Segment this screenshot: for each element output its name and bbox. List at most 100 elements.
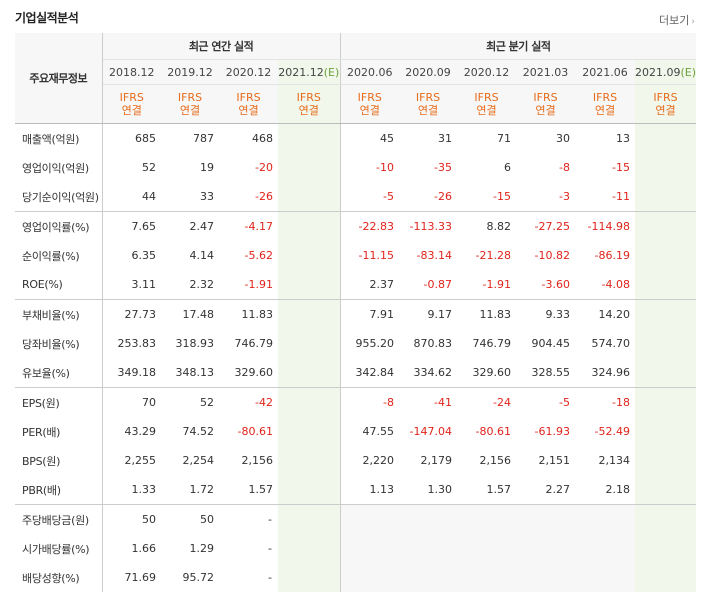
value-cell: -3 <box>516 182 576 212</box>
value-cell: -4.08 <box>575 270 636 300</box>
value-cell <box>278 358 341 388</box>
value-cell: 30 <box>556 132 571 145</box>
value-cell <box>278 563 341 592</box>
value-cell: 2.32 <box>161 270 219 300</box>
value-cell <box>278 299 341 329</box>
value-cell: 7.65 <box>131 220 157 233</box>
value-cell <box>278 211 341 241</box>
value-cell <box>635 123 697 153</box>
value-cell: 95.72 <box>182 571 215 584</box>
accounting-label: IFRS 연결 <box>415 91 441 117</box>
accounting-label: IFRS 연결 <box>296 91 321 117</box>
table-row: EPS(원) 70 52 -42 -8 -41 -24 -5 -18 <box>15 387 697 417</box>
row-label: 영업이익(억원) <box>15 153 103 182</box>
period-label: 2019.12 <box>167 65 213 79</box>
more-link[interactable]: 더보기 › <box>659 12 695 28</box>
quarter-group-header: 최근 분기 실적 <box>340 33 697 60</box>
accounting-label: IFRS 연결 <box>533 91 558 117</box>
accounting-label: IFRS 연결 <box>357 91 382 117</box>
value-cell <box>457 534 517 563</box>
accounting-label: IFRS 연결 <box>653 91 678 117</box>
value-cell: 44 <box>102 182 161 212</box>
value-cell: 4.14 <box>189 249 215 262</box>
value-cell <box>278 123 341 153</box>
value-cell <box>399 534 458 563</box>
period-header: 2019.12 <box>161 59 219 85</box>
value-cell: 45 <box>380 132 395 145</box>
table-row: 주당배당금(원) 50 50 - <box>15 504 697 534</box>
value-cell: 685 <box>135 132 156 145</box>
accounting-standard: IFRS 연결 <box>457 84 517 124</box>
value-cell: 1.29 <box>189 542 215 555</box>
value-cell: 2.18 <box>575 475 636 505</box>
value-cell <box>457 504 517 534</box>
value-cell: 50 <box>200 513 214 526</box>
value-cell: -4.17 <box>244 220 273 233</box>
value-cell <box>278 241 341 270</box>
period-header: 2021.06 <box>575 59 636 85</box>
period-label: 2021.09 <box>635 65 681 79</box>
value-cell: 1.33 <box>102 475 161 505</box>
value-cell: 329.60 <box>457 358 517 388</box>
row-header-label: 주요재무정보 <box>15 33 103 124</box>
value-cell <box>635 299 697 329</box>
value-cell: 2.37 <box>340 270 400 300</box>
value-cell: -114.98 <box>587 220 631 233</box>
value-cell: -0.87 <box>399 270 458 300</box>
value-cell <box>635 504 697 534</box>
value-cell: 11.83 <box>479 308 512 321</box>
value-cell: 52 <box>200 396 214 409</box>
value-cell: 746.79 <box>234 337 274 350</box>
row-label: 순이익률(%) <box>15 241 103 270</box>
value-cell <box>635 417 697 446</box>
value-cell: -8 <box>383 396 395 409</box>
value-cell <box>457 563 517 592</box>
value-cell: 6.35 <box>131 249 157 262</box>
value-cell: -24 <box>493 396 512 409</box>
value-cell: 3.11 <box>102 270 161 300</box>
value-cell: -1.91 <box>457 270 517 300</box>
value-cell <box>575 534 636 563</box>
value-cell <box>635 329 697 358</box>
value-cell: 342.84 <box>340 358 400 388</box>
row-label: BPS(원) <box>15 446 103 475</box>
value-cell: 328.55 <box>516 358 576 388</box>
value-cell: 2,220 <box>362 454 395 467</box>
accounting-label: IFRS 연결 <box>474 91 499 117</box>
period-label: 2020.06 <box>347 65 393 79</box>
value-cell <box>278 475 341 505</box>
period-label: 2021.03 <box>522 65 569 79</box>
accounting-label: IFRS 연결 <box>177 91 203 117</box>
value-cell: 253.83 <box>117 337 157 350</box>
value-cell: 2.27 <box>516 475 576 505</box>
value-cell: -42 <box>255 396 273 409</box>
value-cell <box>278 446 341 475</box>
table-row: 부채비율(%) 27.73 17.48 11.83 7.91 9.17 11.83 9.33 1… <box>15 299 697 329</box>
table-row: 순이익률(%) 6.35 4.14 -5.62 -11.15 -83.14 -21.28 -1… <box>15 241 697 270</box>
table-row: 당기순이익(억원) 44 33 -26 -5 -26 -15 -3 -11 <box>15 182 697 212</box>
value-cell: - <box>268 542 272 555</box>
value-cell: 9.33 <box>545 308 571 321</box>
value-cell: 468 <box>252 132 273 145</box>
value-cell: -80.61 <box>237 425 273 438</box>
value-cell: 1.66 <box>131 542 157 555</box>
accounting-standard: IFRS 연결 <box>399 84 458 124</box>
accounting-standard: IFRS 연결 <box>516 84 576 124</box>
value-cell: 13 <box>616 132 631 145</box>
value-cell <box>635 270 697 300</box>
value-cell: 2,156 <box>479 454 512 467</box>
table-row: 영업이익(억원) 52 19 -20 -10 -35 6 -8 -15 <box>15 153 697 182</box>
value-cell: -8 <box>559 161 571 174</box>
period-label: 2018.12 <box>109 65 155 79</box>
row-label: 매출액(억원) <box>15 123 103 153</box>
value-cell: -83.14 <box>416 249 453 262</box>
value-cell <box>278 417 341 446</box>
row-label: 영업이익률(%) <box>15 211 103 241</box>
value-cell: 14.20 <box>598 308 631 321</box>
value-cell: 324.96 <box>575 358 636 388</box>
value-cell: -15 <box>457 182 517 212</box>
row-label: 부채비율(%) <box>15 299 103 329</box>
value-cell <box>278 329 341 358</box>
value-cell: 904.45 <box>531 337 571 350</box>
value-cell: 2,255 <box>124 454 157 467</box>
